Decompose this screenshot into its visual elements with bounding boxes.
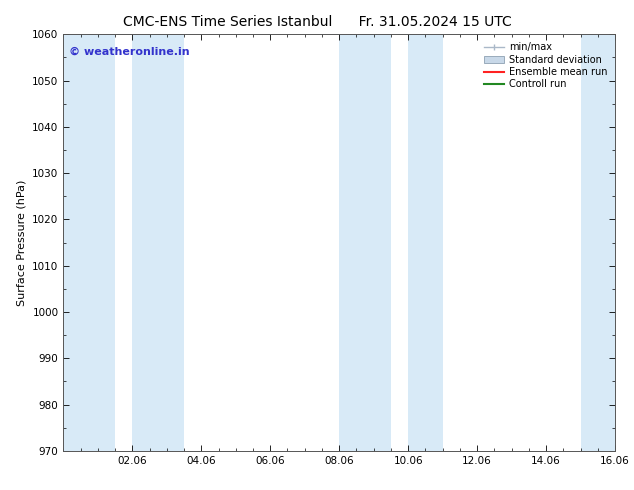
Y-axis label: Surface Pressure (hPa): Surface Pressure (hPa) bbox=[16, 179, 27, 306]
Bar bbox=[133, 34, 184, 451]
Text: © weatheronline.in: © weatheronline.in bbox=[69, 47, 190, 57]
Bar bbox=[339, 34, 391, 451]
Bar bbox=[408, 34, 443, 451]
Text: CMC-ENS Time Series Istanbul      Fr. 31.05.2024 15 UTC: CMC-ENS Time Series Istanbul Fr. 31.05.2… bbox=[122, 15, 512, 29]
Bar bbox=[63, 34, 115, 451]
Legend: min/max, Standard deviation, Ensemble mean run, Controll run: min/max, Standard deviation, Ensemble me… bbox=[481, 39, 610, 92]
Bar bbox=[581, 34, 615, 451]
